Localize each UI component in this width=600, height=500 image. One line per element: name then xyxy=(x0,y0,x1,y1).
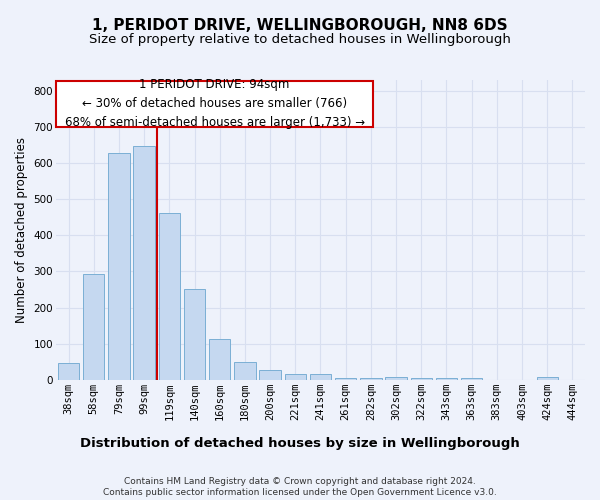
Bar xyxy=(184,289,205,380)
Bar xyxy=(385,377,407,380)
Bar xyxy=(259,370,281,380)
Text: 1 PERIDOT DRIVE: 94sqm
← 30% of detached houses are smaller (766)
68% of semi-de: 1 PERIDOT DRIVE: 94sqm ← 30% of detached… xyxy=(65,78,365,130)
Bar xyxy=(360,378,382,380)
Bar xyxy=(234,362,256,380)
Bar xyxy=(310,374,331,380)
Text: Size of property relative to detached houses in Wellingborough: Size of property relative to detached ho… xyxy=(89,32,511,46)
Bar xyxy=(158,213,180,380)
Bar xyxy=(536,377,558,380)
Bar xyxy=(461,378,482,380)
Bar xyxy=(284,374,306,380)
Bar xyxy=(436,378,457,380)
FancyBboxPatch shape xyxy=(56,80,373,127)
Bar xyxy=(108,154,130,380)
Bar xyxy=(133,146,155,380)
Text: Distribution of detached houses by size in Wellingborough: Distribution of detached houses by size … xyxy=(80,438,520,450)
Bar xyxy=(410,378,432,380)
Text: 1, PERIDOT DRIVE, WELLINGBOROUGH, NN8 6DS: 1, PERIDOT DRIVE, WELLINGBOROUGH, NN8 6D… xyxy=(92,18,508,32)
Text: Contains HM Land Registry data © Crown copyright and database right 2024.
Contai: Contains HM Land Registry data © Crown c… xyxy=(103,478,497,497)
Bar xyxy=(83,274,104,380)
Bar xyxy=(209,340,230,380)
Bar xyxy=(58,364,79,380)
Y-axis label: Number of detached properties: Number of detached properties xyxy=(15,137,28,323)
Bar xyxy=(335,378,356,380)
